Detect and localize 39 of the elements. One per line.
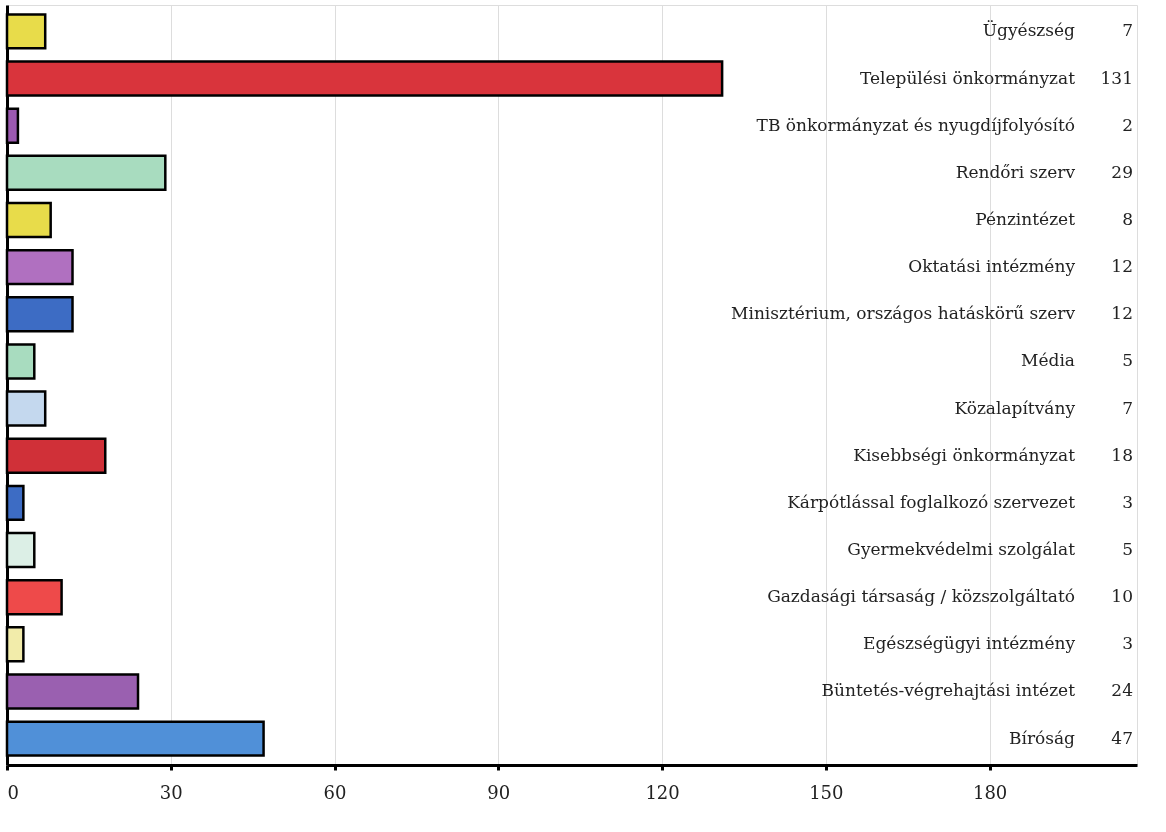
data-label: 29: [1111, 161, 1133, 182]
y-tick-label: Kárpótlással foglalkozó szervezet: [787, 491, 1076, 512]
x-tick-label: 120: [645, 781, 680, 803]
data-label: 2: [1122, 114, 1133, 135]
y-tick-label: Egészségügyi intézmény: [863, 633, 1076, 654]
data-label: 7: [1122, 397, 1133, 418]
data-label: 131: [1100, 67, 1133, 88]
y-tick-label: Gyermekvédelmi szolgálat: [847, 539, 1076, 560]
data-label: 24: [1111, 680, 1133, 701]
y-tick-label: Közalapítvány: [954, 397, 1076, 418]
data-label: 10: [1111, 586, 1133, 607]
x-tick-label: 150: [809, 781, 844, 803]
data-label: 47: [1111, 727, 1133, 748]
data-label: 5: [1122, 350, 1133, 371]
data-label: 18: [1111, 444, 1133, 465]
y-tick-label: TB önkormányzat és nyugdíjfolyósító: [756, 114, 1075, 135]
y-tick-label: Büntetés-végrehajtási intézet: [821, 680, 1076, 701]
y-tick-label: Bíróság: [1008, 727, 1076, 748]
data-label: 12: [1111, 303, 1133, 324]
data-label: 5: [1122, 539, 1133, 560]
data-label: 12: [1111, 256, 1133, 277]
y-tick-label: Gazdasági társaság / közszolgáltató: [767, 586, 1075, 607]
x-tick-label: 30: [159, 781, 183, 803]
y-tick-label: Ügyészség: [982, 20, 1076, 41]
y-tick-label: Oktatási intézmény: [908, 256, 1076, 277]
x-tick-label: 180: [972, 781, 1008, 803]
x-tick-label: 0: [7, 781, 19, 803]
y-tick-label: Minisztérium, országos hatáskörű szerv: [731, 303, 1076, 324]
data-label: 3: [1122, 633, 1133, 654]
y-tick-label: Pénzintézet: [975, 208, 1076, 229]
data-label: 8: [1122, 208, 1133, 229]
y-tick-label: Rendőri szerv: [955, 161, 1076, 182]
data-label: 7: [1122, 20, 1133, 41]
data-label: 3: [1122, 491, 1133, 512]
x-tick-label: 60: [323, 781, 347, 803]
y-tick-label: Média: [1021, 350, 1075, 371]
y-tick-label: Kisebbségi önkormányzat: [853, 444, 1076, 465]
y-tick-label: Települési önkormányzat: [859, 67, 1076, 88]
x-tick-label: 90: [487, 781, 511, 803]
